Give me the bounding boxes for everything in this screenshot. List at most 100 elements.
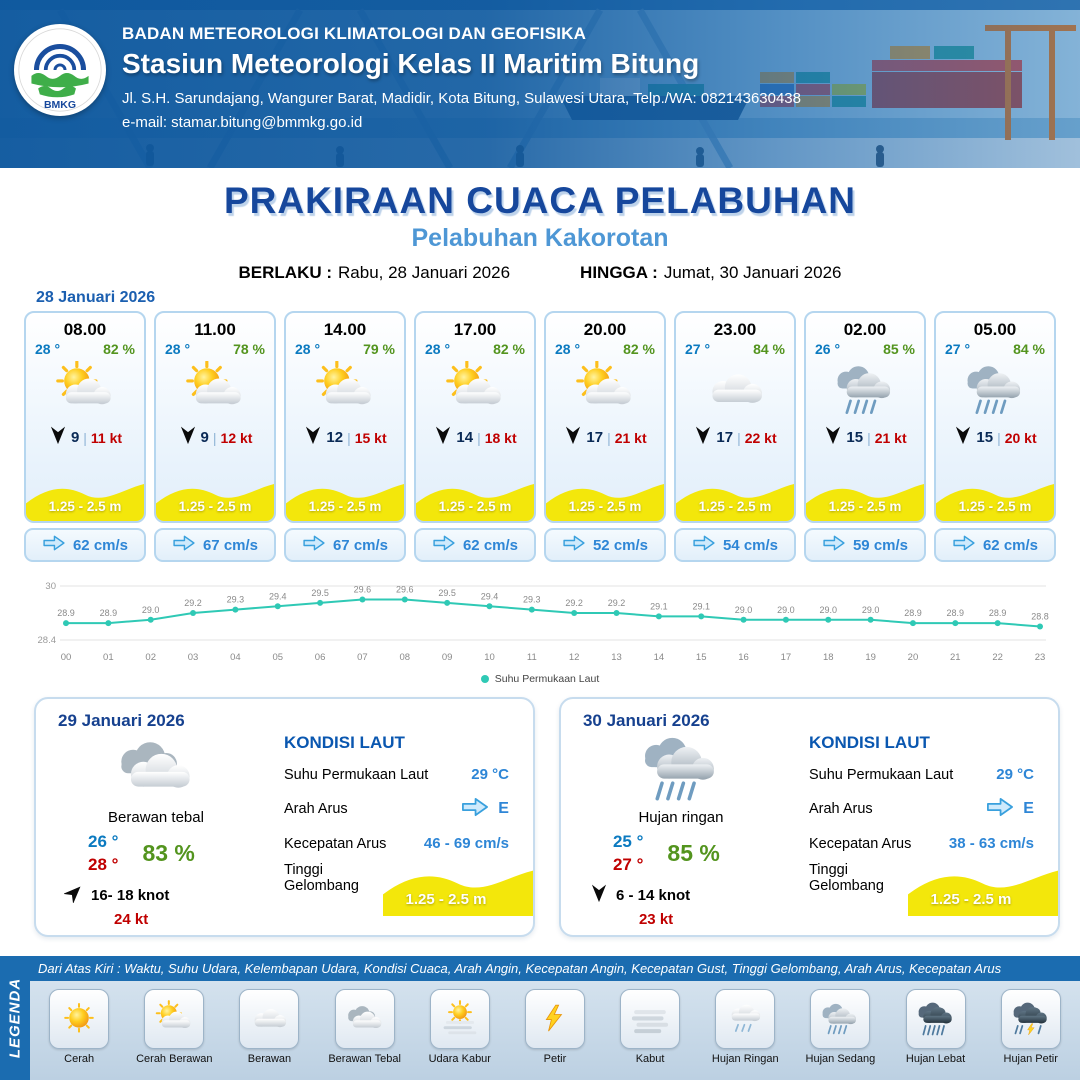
temp-max: 27 ° (612, 855, 644, 874)
current-row: 54 cm/s (674, 528, 796, 562)
legend-item: Cerah (33, 989, 125, 1065)
current-row: 67 cm/s (154, 528, 276, 562)
legend-item-label: Berawan (247, 1053, 292, 1065)
current-speed: 62 cm/s (462, 536, 519, 554)
current-row: 59 cm/s (804, 528, 926, 562)
wind-gust: 22 kt (744, 429, 777, 446)
wind-range: 6 - 14 knot (615, 886, 691, 904)
wave-height-value: 1.25 - 2.5 m (958, 499, 1032, 514)
email: e-mail: stamar.bitung@bmmkg.go.id (122, 114, 363, 131)
page-title: PRAKIRAAN CUACA PELABUHAN (223, 180, 857, 221)
hourly-card-main: 08.00 28 ° 82 % 9 | 11 kt 1.25 - 2.5 m (24, 311, 146, 523)
legend-items: Cerah Cerah Berawan Berawan Berawan Tebal Ud… (30, 981, 1080, 1080)
lightning-icon (524, 989, 585, 1049)
humidity: 83 % (142, 840, 195, 866)
station-name: Stasiun Meteorologi Kelas II Maritim Bit… (122, 48, 700, 79)
current-row: 67 cm/s (284, 528, 406, 562)
humidity: 84 % (753, 341, 785, 357)
wind-gust: 21 kt (874, 429, 907, 446)
sun-icon (49, 989, 110, 1049)
humidity: 85 % (883, 341, 915, 357)
current-direction-icon (822, 534, 846, 557)
svg-text:10: 10 (484, 652, 495, 663)
legend-item-label: Cerah (64, 1053, 95, 1065)
svg-text:29.2: 29.2 (565, 598, 583, 608)
svg-text:29.5: 29.5 (311, 588, 329, 598)
bmkg-logo-text: BMKG (44, 99, 76, 111)
wind-gust: 18 kt (484, 429, 517, 446)
hingga-value: Jumat, 30 Januari 2026 (663, 263, 842, 282)
air-temperature: 28 ° (295, 341, 321, 357)
wind-gust: 20 kt (1004, 429, 1037, 446)
separator: | (607, 429, 611, 446)
legend-title-bar: LEGENDA (0, 956, 30, 1080)
legend-item-label: Hujan Petir (1003, 1053, 1058, 1065)
svg-text:21: 21 (950, 652, 961, 663)
wave-height-label: Tinggi Gelombang (808, 862, 884, 894)
separator: | (997, 429, 1001, 446)
forecast-time: 02.00 (843, 320, 887, 339)
sst-value: 29 °C (996, 766, 1034, 783)
svg-text:28.9: 28.9 (904, 608, 922, 618)
current-speed-label: Kecepatan Arus (808, 835, 912, 852)
sun-cloud-icon (144, 989, 205, 1049)
current-direction-icon (302, 534, 326, 557)
hourly-card: 17.00 28 ° 82 % 14 | 18 kt 1.25 - 2.5 m 62 cm/s (414, 311, 536, 562)
temp-min: 25 ° (612, 832, 644, 851)
svg-text:06: 06 (315, 652, 326, 663)
port-name: Pelabuhan Kakorotan (411, 224, 669, 252)
separator: | (477, 429, 481, 446)
wave-height-value: 1.25 - 2.5 m (568, 499, 642, 514)
hourly-card: 20.00 28 ° 82 % 17 | 21 kt 1.25 - 2.5 m 52 cm/s (544, 311, 666, 562)
hingga-label: HINGGA : (580, 263, 658, 282)
svg-text:15: 15 (696, 652, 707, 663)
current-speed: 67 cm/s (332, 536, 389, 554)
hourly-card-main: 23.00 27 ° 84 % 17 | 22 kt 1.25 - 2.5 m (674, 311, 796, 523)
wind-direction-icon (563, 425, 583, 450)
humidity: 82 % (103, 341, 135, 357)
rain-light-icon (715, 989, 776, 1049)
svg-text:16: 16 (738, 652, 749, 663)
current-direction-icon (172, 534, 196, 557)
legend-item: Udara Kabur (414, 989, 506, 1065)
wind-gust: 11 kt (90, 429, 123, 446)
wind-gust: 21 kt (614, 429, 647, 446)
svg-text:12: 12 (569, 652, 580, 663)
wave-height-band: 1.25 - 2.5 m (286, 477, 404, 521)
wind-range: 16- 18 knot (91, 886, 170, 904)
current-speed: 62 cm/s (72, 536, 129, 554)
rain-icon (810, 989, 871, 1049)
hourly-card-main: 05.00 27 ° 84 % 15 | 20 kt 1.25 - 2.5 m (934, 311, 1056, 523)
svg-text:28.8: 28.8 (1031, 612, 1049, 622)
humidity: 82 % (623, 341, 655, 357)
weather-icon (437, 359, 513, 421)
svg-text:29.0: 29.0 (777, 605, 795, 615)
current-speed-label: Kecepatan Arus (284, 835, 387, 852)
svg-text:30: 30 (45, 581, 56, 592)
forecast-time: 20.00 (583, 320, 627, 339)
legend-item: Berawan Tebal (319, 989, 411, 1065)
wave-height-value: 1.25 - 2.5 m (828, 499, 902, 514)
legend-item: Berawan (223, 989, 315, 1065)
wind-speed: 17 (586, 429, 604, 446)
org-name: BADAN METEOROLOGI KLIMATOLOGI DAN GEOFIS… (122, 24, 587, 43)
current-row: 62 cm/s (24, 528, 146, 562)
current-direction-icon (692, 534, 716, 557)
chart-legend-dot (480, 675, 489, 683)
wind-direction-icon (63, 883, 84, 907)
separator: | (212, 429, 217, 446)
svg-text:29.5: 29.5 (438, 588, 456, 598)
svg-text:28.9: 28.9 (57, 608, 75, 618)
legend-item-label: Kabut (635, 1053, 665, 1065)
header: BMKG BADAN METEOROLOGI KLIMATOLOGI DAN G… (0, 0, 1080, 168)
sst-label: Suhu Permukaan Laut (284, 766, 429, 783)
address: Jl. S.H. Sarundajang, Wangurer Barat, Ma… (122, 90, 801, 107)
hourly-card: 05.00 27 ° 84 % 15 | 20 kt 1.25 - 2.5 m 62 cm/s (934, 311, 1056, 562)
humidity: 78 % (233, 341, 265, 357)
svg-text:29.0: 29.0 (142, 605, 160, 615)
wind-speed: 9 (200, 429, 209, 446)
wave-height-band: 1.25 - 2.5 m (26, 477, 144, 521)
hourly-card: 23.00 27 ° 84 % 17 | 22 kt 1.25 - 2.5 m 54 cm/s (674, 311, 796, 562)
wave-height-badge: 1.25 - 2.5 m (383, 862, 534, 916)
